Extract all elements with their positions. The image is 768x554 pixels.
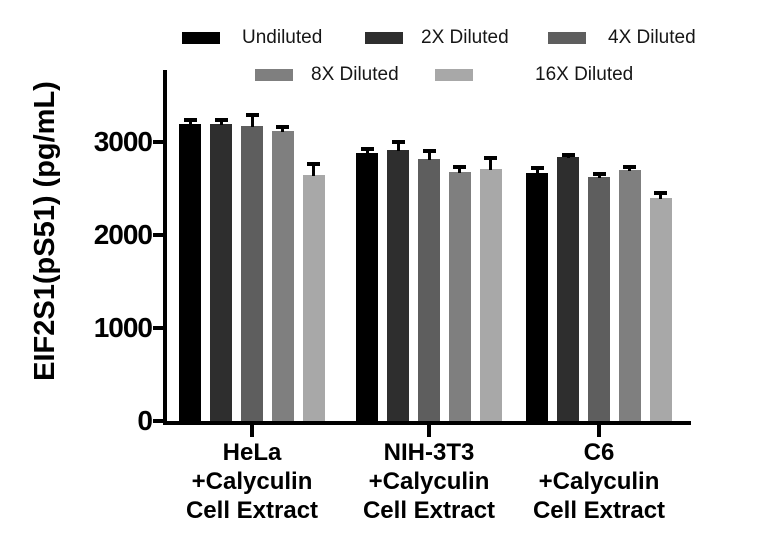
bar-group2-series2 [588,176,610,421]
error-bar-stem [219,119,223,125]
error-bar-stem [597,173,601,178]
bar-group2-series1 [557,157,580,421]
bar-group0-series2 [241,126,263,421]
bar-group2-series4 [649,198,672,421]
error-bar-cap [276,125,290,130]
x-category-line: Cell Extract [362,497,496,524]
bar-group1-series0 [356,152,379,421]
error-bar-cap [530,166,544,171]
legend-swatch-8x-diluted [255,69,293,81]
x-category-label-c6: C6 +Calyculin Cell Extract [489,438,709,525]
error-bar-stem [628,166,632,172]
legend-swatch-undiluted [182,32,220,44]
y-tick-label: 3000 [93,126,153,158]
bar-group1-series2 [418,159,440,421]
error-bar-stem [458,166,462,174]
x-category-label-nih3t3: NIH-3T3 +Calyculin Cell Extract [319,438,539,525]
y-tick [153,140,163,145]
error-bar-cap [307,162,321,167]
error-bar-stem [396,141,400,151]
error-bar-cap [360,147,374,152]
legend-label-2x-diluted: 2X Diluted [421,27,509,48]
x-category-line: +Calyculin [368,468,490,495]
error-bar-cap [453,164,467,169]
bar-group0-series3 [271,131,294,421]
x-category-line: Cell Extract [532,497,666,524]
error-bar-cap [183,117,197,122]
bar-group2-series3 [618,170,641,421]
bar-group1-series4 [479,169,502,421]
x-category-line: C6 [583,439,615,466]
error-bar-cap [214,117,228,122]
bar-group2-series0 [526,173,549,421]
error-bar-stem [659,192,663,200]
x-tick-nih3t3 [427,425,431,437]
legend-swatch-16x-diluted [435,69,473,81]
error-bar-stem [365,149,369,154]
legend-swatch-2x-diluted [365,32,403,44]
y-tick-label: 0 [137,405,153,436]
error-bar-cap [623,164,637,169]
legend-label-8x-diluted: 8X Diluted [311,64,399,85]
x-category-line: Cell Extract [185,497,319,524]
x-category-line: +Calyculin [191,468,313,495]
error-bar-stem [427,150,431,161]
x-tick-hela [250,425,254,437]
legend-swatch-4x-diluted [548,32,586,44]
error-bar-cap [391,139,405,144]
error-bar-cap [592,171,606,176]
x-category-line: NIH-3T3 [383,439,475,466]
error-bar-stem [250,114,254,128]
bar-group0-series4 [302,174,325,421]
error-bar-stem [188,119,192,125]
error-bar-cap [245,112,259,117]
bar-group1-series1 [387,149,410,421]
error-bar-cap [422,148,436,153]
y-tick [153,233,163,238]
bar-group1-series3 [448,172,471,421]
legend-label-16x-diluted: 16X Diluted [535,64,634,85]
bar-group0-series1 [210,123,233,421]
x-category-line: HeLa [222,439,282,466]
error-bar-stem [281,127,285,133]
error-bar-cap [561,152,575,157]
error-bar-stem [312,164,316,176]
y-tick-label: 2000 [93,219,153,251]
error-bar-cap [484,155,498,160]
y-tick-label: 1000 [93,312,153,344]
x-category-line: +Calyculin [538,468,660,495]
x-category-label-hela: HeLa +Calyculin Cell Extract [142,438,362,525]
legend-label-4x-diluted: 4X Diluted [608,27,696,48]
x-tick-c6 [597,425,601,437]
y-tick [153,326,163,331]
plot-area [153,70,691,425]
legend-label-undiluted: Undiluted [242,27,323,48]
error-bar-stem [489,157,493,171]
bar-group0-series0 [179,123,202,421]
y-tick [153,419,163,423]
error-bar-stem [535,168,539,175]
error-bar-cap [654,190,668,195]
